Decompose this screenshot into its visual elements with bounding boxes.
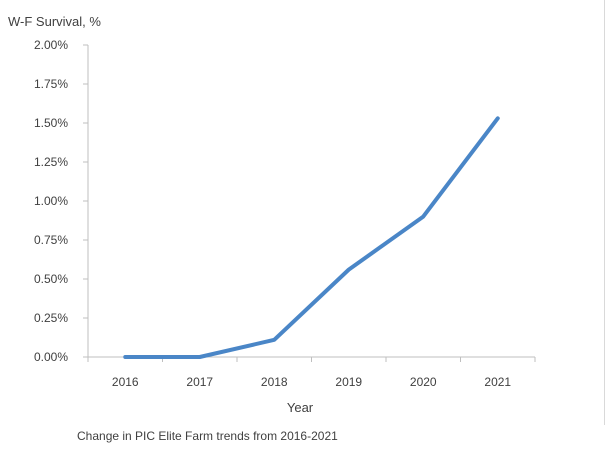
chart-caption: Change in PIC Elite Farm trends from 201…	[77, 429, 338, 443]
y-tick-label: 2.00%	[34, 38, 68, 52]
series-layer	[123, 116, 500, 359]
chart-title: W-F Survival, %	[8, 14, 101, 29]
chart-border	[604, 0, 605, 425]
y-tick-label: 1.50%	[34, 116, 68, 130]
x-axis-label: Year	[287, 400, 314, 415]
x-tick-label: 2016	[112, 375, 139, 389]
y-tick-label: 0.75%	[34, 233, 68, 247]
y-tick-label: 1.00%	[34, 194, 68, 208]
y-tick-label: 1.75%	[34, 77, 68, 91]
y-tick-label: 0.25%	[34, 311, 68, 325]
y-axis: 0.00% 0.25% 0.50% 0.75% 1.00% 1.25% 1.50% 1.75%…	[34, 38, 89, 364]
x-tick-label: 2019	[335, 375, 362, 389]
x-axis: 2016 2017 2018 2019 2020 2021	[87, 356, 536, 389]
x-tick-label: 2018	[261, 375, 288, 389]
y-tick-label: 0.00%	[34, 350, 68, 364]
x-tick-label: 2021	[484, 375, 511, 389]
x-tick-label: 2020	[410, 375, 437, 389]
y-tick-label: 1.25%	[34, 155, 68, 169]
y-tick-label: 0.50%	[34, 272, 68, 286]
x-tick-label: 2017	[186, 375, 213, 389]
series-line	[123, 116, 500, 359]
